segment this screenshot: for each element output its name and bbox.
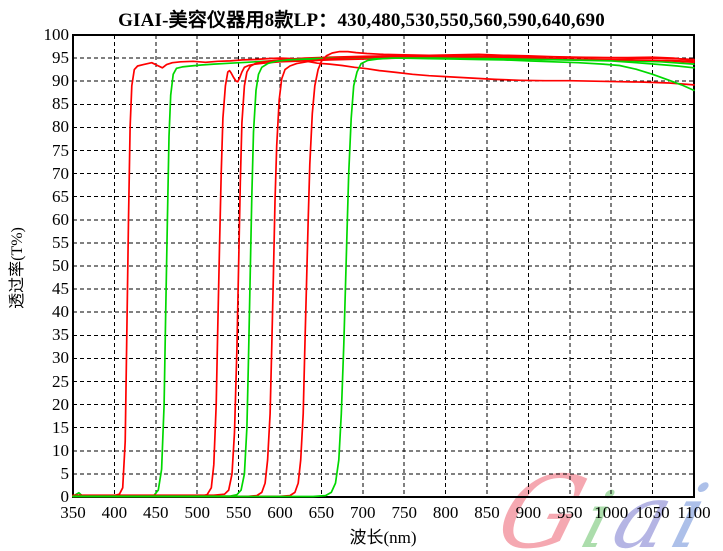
grid-lines xyxy=(73,35,694,497)
curve-LP690 xyxy=(72,57,695,498)
curve-LP480 xyxy=(72,57,695,498)
curve-LP640 xyxy=(72,50,695,498)
curve-LP590 xyxy=(72,55,695,498)
plot-border xyxy=(72,34,695,498)
curve-LP430 xyxy=(72,57,695,497)
curve-lines xyxy=(72,50,695,498)
